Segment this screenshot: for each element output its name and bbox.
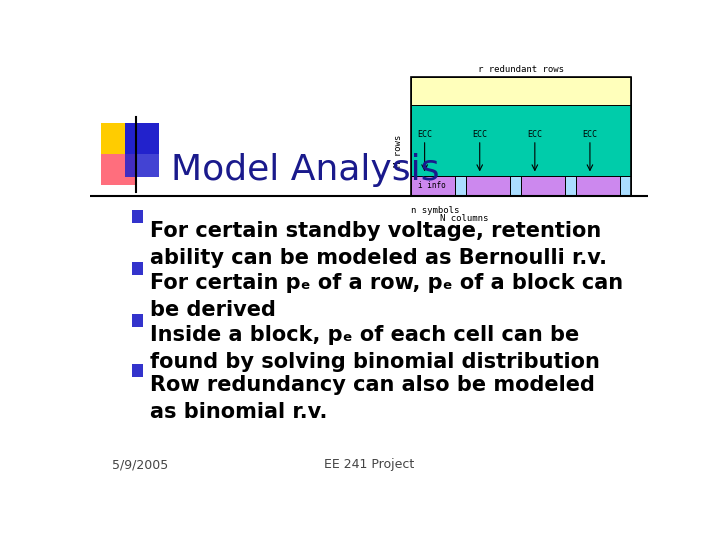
Text: r redundant rows: r redundant rows	[478, 65, 564, 74]
Text: n symbols: n symbols	[411, 206, 459, 215]
Text: ECC: ECC	[527, 130, 542, 139]
Bar	[411, 176, 455, 196]
Bar	[521, 176, 565, 196]
Text: Model Analysis: Model Analysis	[171, 153, 439, 187]
Bar	[132, 314, 143, 327]
Bar	[455, 176, 466, 196]
Text: 5/9/2005: 5/9/2005	[112, 458, 168, 471]
Bar	[132, 211, 143, 223]
Bar	[576, 176, 620, 196]
Bar	[101, 154, 136, 185]
Text: Inside a block, pₑ of each cell can be: Inside a block, pₑ of each cell can be	[150, 325, 579, 345]
Text: EE 241 Project: EE 241 Project	[324, 458, 414, 471]
Text: i info: i info	[418, 181, 446, 190]
Text: ECC: ECC	[417, 130, 432, 139]
Bar	[411, 77, 631, 105]
Text: For certain pₑ of a row, pₑ of a block can: For certain pₑ of a row, pₑ of a block c…	[150, 273, 623, 293]
Bar	[411, 77, 631, 196]
Bar	[411, 105, 631, 176]
Bar	[132, 364, 143, 377]
Text: ability can be modeled as Bernoulli r.v.: ability can be modeled as Bernoulli r.v.	[150, 248, 607, 268]
Bar	[466, 176, 510, 196]
Text: For certain standby voltage, retention: For certain standby voltage, retention	[150, 221, 601, 241]
Bar	[125, 150, 159, 177]
Text: as binomial r.v.: as binomial r.v.	[150, 402, 327, 422]
Bar	[125, 123, 159, 154]
Bar	[620, 176, 631, 196]
Bar	[565, 176, 576, 196]
Text: ECC: ECC	[472, 130, 487, 139]
Bar	[101, 123, 136, 154]
Text: found by solving binomial distribution: found by solving binomial distribution	[150, 352, 600, 372]
Text: ECC: ECC	[582, 130, 598, 139]
Text: M rows: M rows	[394, 134, 403, 167]
Text: Row redundancy can also be modeled: Row redundancy can also be modeled	[150, 375, 595, 395]
Text: be derived: be derived	[150, 300, 276, 320]
Bar	[510, 176, 521, 196]
Text: N columns: N columns	[439, 214, 488, 224]
Bar	[132, 262, 143, 275]
